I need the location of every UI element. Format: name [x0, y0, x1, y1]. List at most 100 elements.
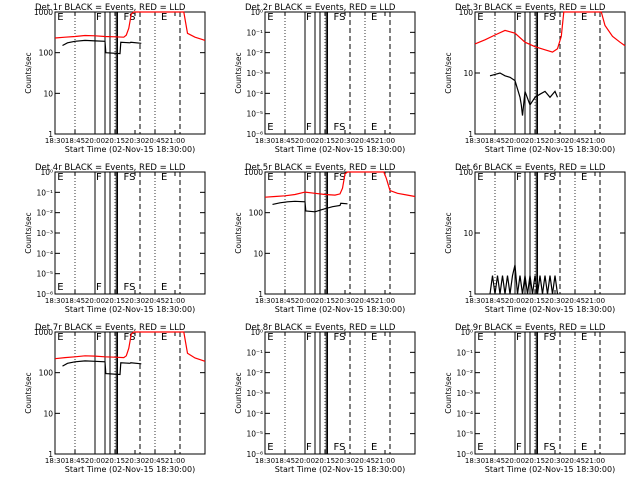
plot-frame [474, 11, 626, 135]
event-label: E [371, 172, 377, 183]
event-label-bottom: F [306, 442, 312, 453]
x-tick-label: 18:30 [465, 457, 485, 465]
x-tick-label: 20:30 [335, 457, 355, 465]
y-tick-label: 10⁻¹ [246, 348, 263, 357]
event-label: F [516, 12, 522, 23]
y-axis-label: Counts/sec [234, 372, 243, 413]
series-events [62, 39, 142, 55]
x-tick-label: 20:30 [545, 137, 565, 145]
x-tick-label: 18:30 [465, 297, 485, 305]
x-tick-label: 20:45 [565, 457, 585, 465]
series-lld [264, 171, 416, 198]
x-tick-label: 21:00 [375, 137, 395, 145]
event-label: FS [544, 172, 556, 183]
event-label: E [57, 332, 63, 343]
x-tick-label: 20:00 [505, 137, 525, 145]
x-tick-label: 20:15 [315, 457, 335, 465]
y-tick-label: 10⁻² [246, 49, 263, 58]
y-tick-label: 10⁻³ [246, 69, 263, 78]
y-tick-label: 10⁻¹ [246, 28, 263, 37]
y-tick-label: 10⁻³ [456, 389, 473, 398]
x-tick-label: 21:00 [375, 457, 395, 465]
event-label: E [477, 12, 483, 23]
x-tick-label: 20:00 [85, 297, 105, 305]
event-label: F [516, 172, 522, 183]
x-tick-label: 20:30 [125, 137, 145, 145]
panel-det-2: Det 2r BLACK = Events, RED = LLDEEFFFSFS… [234, 3, 416, 154]
x-tick-label: 20:15 [105, 457, 125, 465]
y-tick-label: 1000 [34, 8, 53, 17]
x-tick-label: 20:30 [545, 457, 565, 465]
event-label: E [267, 332, 273, 343]
event-label: E [161, 172, 167, 183]
event-label: E [371, 332, 377, 343]
x-tick-label: 18:30 [45, 137, 65, 145]
event-label-bottom: E [371, 442, 377, 453]
x-tick-label: 20:45 [565, 297, 585, 305]
event-label: F [96, 172, 102, 183]
event-label: E [371, 12, 377, 23]
chart-title: Det 8r BLACK = Events, RED = LLD [245, 323, 396, 333]
x-tick-label: 20:30 [125, 457, 145, 465]
plot-frame [474, 331, 626, 455]
event-label: FS [334, 12, 346, 23]
chart-title: Det 6r BLACK = Events, RED = LLD [455, 163, 606, 173]
event-label: E [267, 12, 273, 23]
event-label-bottom: FS [544, 442, 556, 453]
x-tick-label: 20:45 [355, 297, 375, 305]
x-tick-label: 20:45 [145, 297, 165, 305]
y-tick-label: 10 [463, 69, 473, 78]
event-label-bottom: E [581, 442, 587, 453]
x-axis-label: Start Time (02-Nov-15 18:30:00) [65, 145, 195, 154]
x-tick-label: 20:15 [525, 457, 545, 465]
event-label: F [306, 332, 312, 343]
event-label: FS [124, 12, 136, 23]
x-tick-label: 18:45 [485, 457, 505, 465]
event-label: E [477, 172, 483, 183]
y-tick-label: 100 [459, 168, 474, 177]
y-tick-label: 10⁻² [456, 369, 473, 378]
y-axis-label: Counts/sec [444, 52, 453, 93]
x-tick-label: 18:45 [65, 137, 85, 145]
event-label-bottom: FS [334, 122, 346, 133]
y-tick-label: 1 [258, 290, 263, 299]
series-lld [474, 11, 626, 53]
panel-det-8: Det 8r BLACK = Events, RED = LLDEEFFFSFS… [234, 323, 416, 474]
event-label-bottom: E [267, 122, 273, 133]
y-axis-label: Counts/sec [234, 212, 243, 253]
event-label: E [477, 332, 483, 343]
chart-title: Det 3r BLACK = Events, RED = LLD [455, 3, 606, 13]
plot-frame [54, 171, 206, 295]
plot-frame [264, 171, 416, 295]
y-axis-label: Counts/sec [234, 52, 243, 93]
x-tick-label: 20:00 [295, 297, 315, 305]
x-tick-label: 20:15 [315, 137, 335, 145]
x-tick-label: 18:30 [45, 457, 65, 465]
x-tick-label: 20:15 [315, 297, 335, 305]
x-tick-label: 18:30 [255, 297, 275, 305]
y-tick-label: 10⁻⁴ [456, 409, 473, 418]
x-tick-label: 20:00 [505, 297, 525, 305]
event-label: FS [334, 332, 346, 343]
event-label-bottom: E [371, 122, 377, 133]
event-label-bottom: E [267, 442, 273, 453]
y-tick-label: 10⁻⁶ [36, 290, 53, 299]
x-tick-label: 18:45 [275, 137, 295, 145]
event-label-bottom: F [96, 282, 102, 293]
y-axis-label: Counts/sec [444, 212, 453, 253]
x-tick-label: 18:30 [45, 297, 65, 305]
x-tick-label: 20:30 [335, 137, 355, 145]
x-axis-label: Start Time (02-Nov-15 18:30:00) [275, 465, 405, 474]
event-label: FS [544, 332, 556, 343]
y-axis-label: Counts/sec [24, 52, 33, 93]
y-tick-label: 100 [249, 209, 264, 218]
event-label: E [57, 172, 63, 183]
series-events [489, 264, 559, 295]
y-tick-label: 100 [459, 8, 474, 17]
x-tick-label: 18:30 [465, 137, 485, 145]
x-tick-label: 20:45 [145, 137, 165, 145]
chart-title: Det 7r BLACK = Events, RED = LLD [35, 323, 186, 333]
x-tick-label: 21:00 [165, 457, 185, 465]
